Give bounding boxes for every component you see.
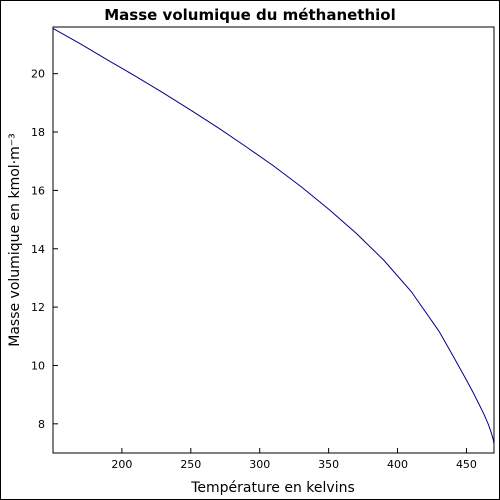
x-tick-label: 300: [249, 458, 270, 471]
y-tick-label: 14: [31, 243, 45, 256]
y-tick-label: 20: [31, 68, 45, 81]
x-tick-label: 200: [111, 458, 132, 471]
y-tick-label: 16: [31, 184, 45, 197]
y-axis-ticks: 8 10 12 14 16 18 20: [31, 68, 58, 431]
chart-title: Masse volumique du méthanethiol: [104, 6, 396, 24]
y-tick-label: 18: [31, 126, 45, 139]
x-tick-label: 350: [318, 458, 339, 471]
x-tick-label: 450: [456, 458, 477, 471]
plot-area: [52, 26, 495, 454]
x-tick-label: 400: [387, 458, 408, 471]
y-tick-label: 12: [31, 301, 45, 314]
series-line: [52, 28, 495, 445]
x-axis-label: Température en kelvins: [190, 480, 355, 496]
x-axis-ticks: 200 250 300 350 400 450: [111, 448, 477, 471]
y-tick-label: 10: [31, 359, 45, 372]
y-axis-label: Masse volumique en kmol·m⁻³: [7, 133, 23, 347]
x-tick-label: 250: [180, 458, 201, 471]
y-tick-label: 8: [38, 418, 45, 431]
